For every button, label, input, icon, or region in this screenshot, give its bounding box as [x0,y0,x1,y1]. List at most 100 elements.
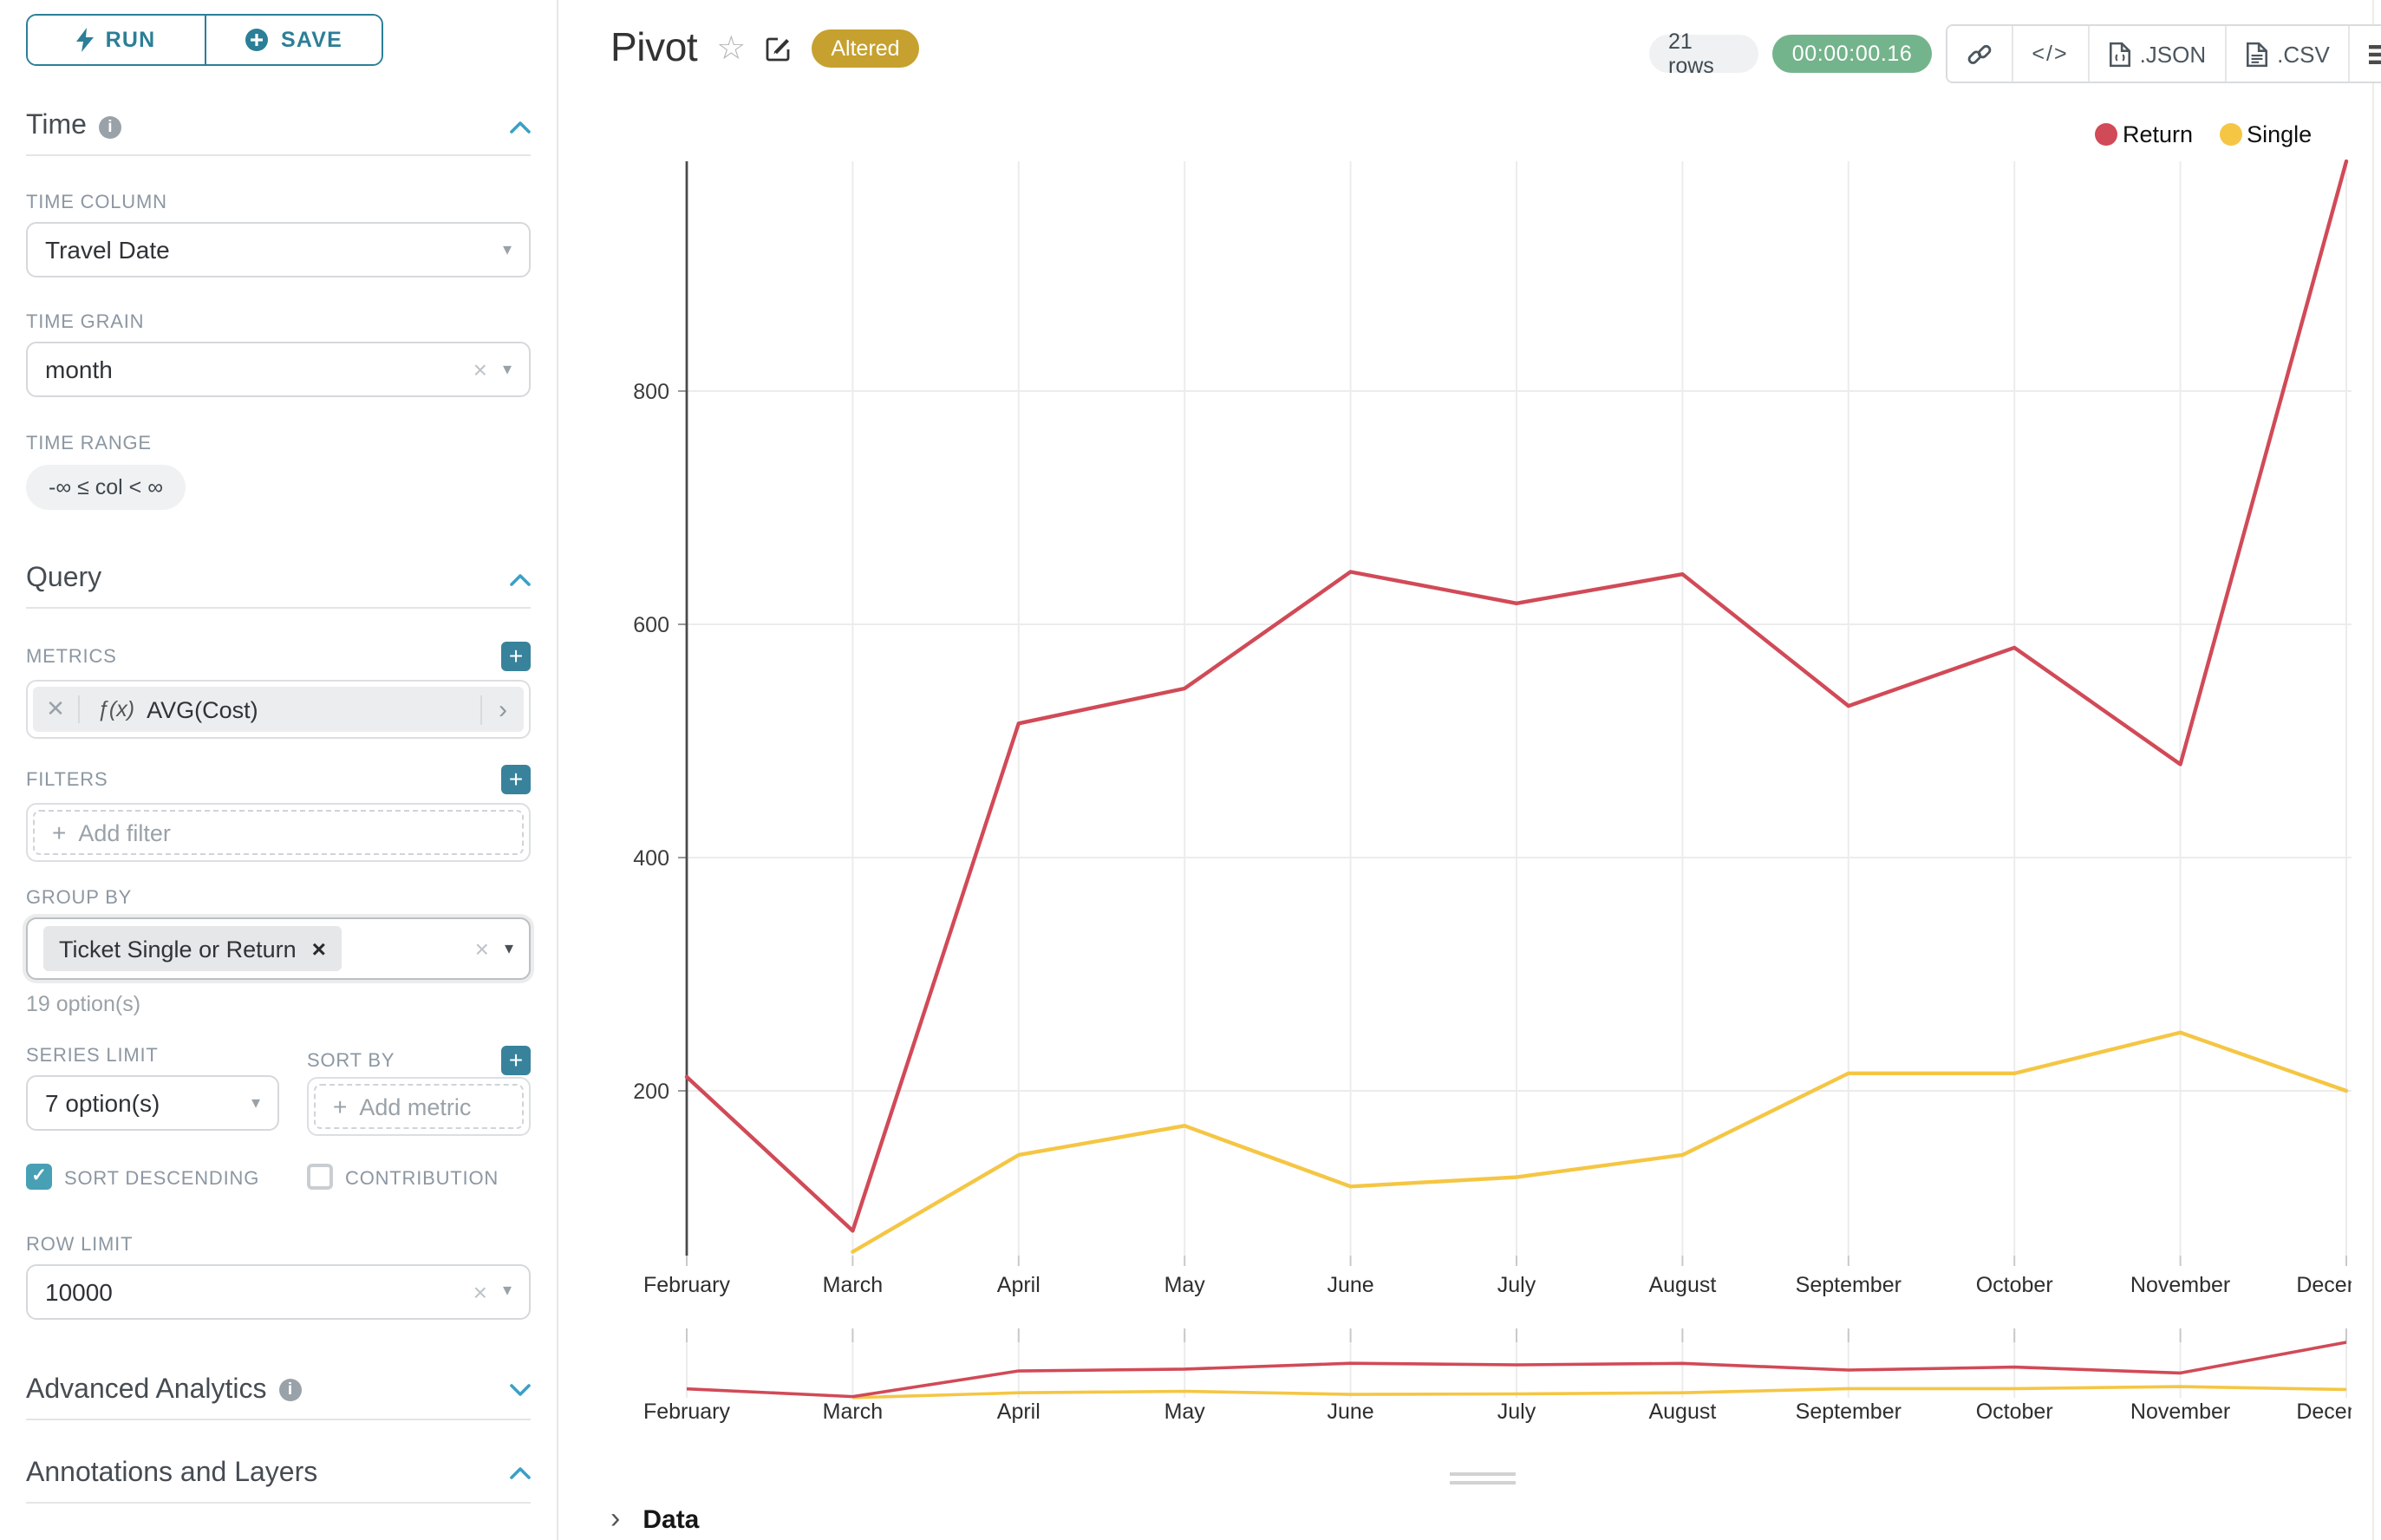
favorite-star-icon[interactable]: ☆ [716,31,747,68]
preview-x-label: May [1164,1400,1206,1424]
chart-actions: 21 rows 00:00:00.16 </> [1649,24,2381,83]
row-limit-value: 10000 [45,1277,113,1305]
chevron-right-icon[interactable]: › [480,695,524,724]
advanced-analytics-title: Advanced Analytics [26,1374,267,1404]
time-grain-label: TIME GRAIN [26,312,145,333]
chart-legend: Return Single [2095,121,2312,147]
time-column-select[interactable]: Travel Date ▾ [26,222,531,277]
clear-icon[interactable]: × [474,935,489,962]
time-range-label: TIME RANGE [26,434,152,454]
advanced-analytics-header[interactable]: Advanced Analytics i [26,1374,531,1406]
plus-circle-icon [245,29,268,51]
chevron-up-icon[interactable] [510,121,531,133]
resize-drag-handle[interactable] [1450,1472,1516,1490]
chevron-up-icon[interactable] [510,1467,531,1479]
x-axis-label: July [1497,1273,1536,1297]
section-divider [26,607,531,609]
add-filter-dropzone[interactable]: + Add filter [33,810,524,855]
run-button-label: RUN [105,28,156,52]
add-sort-metric-dropzone[interactable]: + Add metric [314,1084,524,1129]
add-filter-button[interactable]: + [501,765,531,794]
run-save-button-group: RUN SAVE [26,14,383,66]
metric-name: AVG(Cost) [147,696,258,722]
time-grain-value: month [45,356,113,383]
preview-line-single [852,1385,2347,1400]
group-by-chip[interactable]: Ticket Single or Return × [43,926,342,971]
remove-metric-icon[interactable]: ✕ [33,695,80,723]
embed-code-button[interactable]: </> [2011,26,2088,82]
time-range-value[interactable]: -∞ ≤ col < ∞ [26,465,186,510]
run-button[interactable]: RUN [28,16,204,64]
annotations-header[interactable]: Annotations and Layers [26,1458,531,1489]
metric-chip[interactable]: ✕ ƒ(x) AVG(Cost) › [33,687,524,732]
time-grain-select[interactable]: month × ▾ [26,342,531,397]
clear-icon[interactable]: × [473,356,487,383]
chevron-down-icon[interactable]: ▾ [502,240,512,259]
preview-line-return [686,1341,2347,1399]
plus-icon: + [52,819,67,846]
group-by-chip-label: Ticket Single or Return [59,936,297,962]
time-column-label: TIME COLUMN [26,192,167,213]
y-axis-label: 600 [633,613,669,637]
export-json-button[interactable]: .JSON [2087,26,2226,82]
preview-x-label: November [2130,1400,2230,1424]
group-by-select[interactable]: Ticket Single or Return × × ▾ [26,917,531,980]
short-link-button[interactable] [1947,26,2012,82]
altered-badge[interactable]: Altered [812,29,919,67]
add-sort-metric-button[interactable]: + [501,1046,531,1075]
contribution-label: CONTRIBUTION [345,1169,499,1190]
time-section-header[interactable]: Time i [26,111,531,142]
add-metric-button[interactable]: + [501,642,531,671]
preview-x-label: June [1327,1400,1373,1424]
panel-edge-divider [2372,0,2374,1540]
row-limit-label: ROW LIMIT [26,1234,134,1255]
save-button[interactable]: SAVE [204,16,382,64]
legend-item-return[interactable]: Return [2095,121,2193,147]
chevron-right-icon: › [610,1502,621,1535]
legend-label: Single [2247,121,2313,147]
more-options-button[interactable] [2348,26,2381,82]
time-column-value: Travel Date [45,236,170,264]
chevron-down-icon[interactable]: ▾ [251,1093,260,1113]
sort-descending-label: SORT DESCENDING [64,1169,260,1190]
file-json-icon [2109,41,2130,67]
metrics-container: ✕ ƒ(x) AVG(Cost) › [26,680,531,739]
add-metric-placeholder: Add metric [359,1093,472,1119]
preview-x-label: April [997,1400,1040,1424]
chevron-up-icon[interactable] [510,573,531,585]
control-panel: RUN SAVE Time i TIME COLUMN Travel Date … [0,0,558,1540]
query-section-header[interactable]: Query [26,564,531,595]
chart-header: Pivot ☆ Altered [610,24,919,71]
clear-icon[interactable]: × [473,1277,487,1305]
add-filter-placeholder: Add filter [78,819,171,845]
x-axis-label: April [997,1273,1040,1297]
time-section-title: Time [26,111,87,140]
contribution-checkbox[interactable] [307,1164,333,1190]
preview-x-label: September [1796,1400,1902,1424]
chevron-down-icon[interactable]: ▾ [502,360,512,379]
remove-chip-icon[interactable]: × [311,935,326,962]
legend-item-single[interactable]: Single [2219,121,2312,147]
row-limit-select[interactable]: 10000 × ▾ [26,1263,531,1319]
section-divider [26,154,531,156]
info-icon: i [98,115,121,138]
chevron-down-icon[interactable]: ▾ [502,1282,512,1301]
group-by-options-hint: 19 option(s) [26,992,141,1016]
x-axis-label: October [1976,1273,2053,1297]
x-axis-label: May [1164,1273,1206,1297]
export-button-group: </> .JSON .CSV [1945,24,2381,83]
sort-descending-checkbox[interactable]: ✓ [26,1164,52,1190]
preview-x-label: December [2296,1400,2352,1424]
chevron-down-icon[interactable] [510,1384,531,1396]
chevron-down-icon[interactable]: ▾ [504,939,513,958]
sort-by-label: SORT BY [307,1050,395,1071]
legend-dot [2219,123,2242,146]
query-timer-badge: 00:00:00.16 [1772,35,1932,73]
edit-icon[interactable] [765,34,793,62]
data-panel-toggle[interactable]: › Data [610,1502,699,1537]
series-line-single [851,1030,2349,1254]
export-csv-button[interactable]: .CSV [2225,26,2349,82]
series-limit-value: 7 option(s) [45,1089,160,1117]
series-limit-select[interactable]: 7 option(s) ▾ [26,1075,279,1131]
series-line-return [684,159,2349,1233]
